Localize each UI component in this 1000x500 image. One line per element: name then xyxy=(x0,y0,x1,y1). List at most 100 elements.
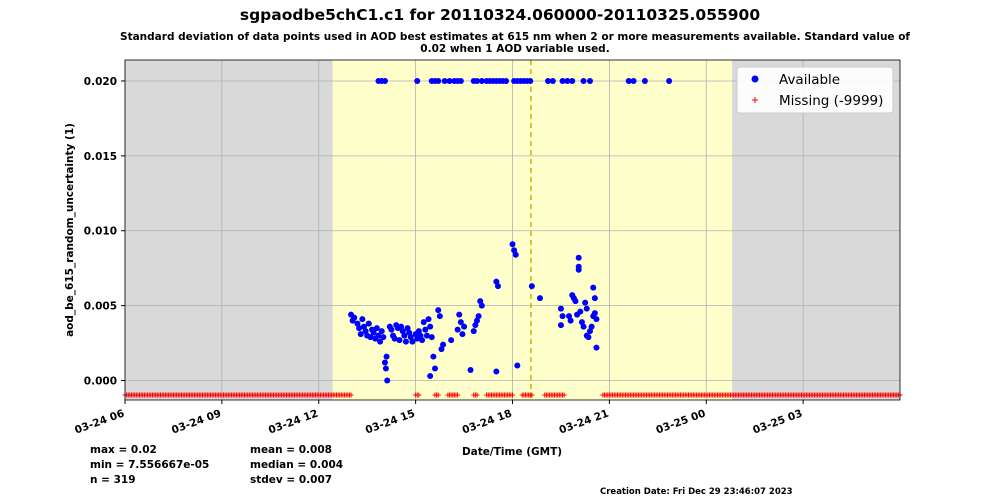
data-point xyxy=(580,323,587,330)
data-point xyxy=(383,353,390,360)
data-point xyxy=(396,337,403,344)
data-point xyxy=(582,299,589,306)
stat-n: n = 319 xyxy=(90,474,136,486)
data-point xyxy=(381,359,388,366)
data-point xyxy=(351,314,358,321)
data-point xyxy=(575,254,582,261)
data-point xyxy=(359,316,366,323)
x-tick-label: 03-24 21 xyxy=(558,408,611,437)
data-point xyxy=(428,334,435,341)
data-point xyxy=(557,305,564,312)
data-point xyxy=(365,320,372,327)
chart-subtitle: Standard deviation of data points used i… xyxy=(85,31,945,55)
data-point xyxy=(467,367,474,374)
data-point xyxy=(564,77,571,84)
data-point xyxy=(666,77,673,84)
data-point xyxy=(457,319,464,326)
legend-missing-label: Missing (-9999) xyxy=(779,93,883,109)
data-point xyxy=(559,77,566,84)
x-tick-label: 03-25 00 xyxy=(654,408,707,437)
data-point xyxy=(473,77,480,84)
data-point xyxy=(641,77,648,84)
data-point xyxy=(478,77,485,84)
data-point xyxy=(402,338,409,345)
data-point xyxy=(423,332,430,339)
data-point xyxy=(454,326,461,333)
data-point xyxy=(557,322,564,329)
stat-median: median = 0.004 xyxy=(250,459,344,471)
data-point xyxy=(591,295,598,302)
y-tick-label: 0.020 xyxy=(84,76,117,88)
data-point xyxy=(559,313,566,320)
data-point xyxy=(422,326,429,333)
data-point xyxy=(367,334,374,341)
data-point xyxy=(569,77,576,84)
y-tick-label: 0.010 xyxy=(84,226,117,238)
stat-mean: mean = 0.008 xyxy=(250,444,332,456)
daylight-shading xyxy=(332,60,733,400)
data-point xyxy=(478,302,485,309)
data-point xyxy=(357,331,364,338)
data-point xyxy=(370,329,377,336)
subtitle-line-2: 0.02 when 1 AOD variable used. xyxy=(420,43,610,55)
data-point xyxy=(441,77,448,84)
data-point xyxy=(580,77,587,84)
data-point xyxy=(461,323,468,330)
data-point xyxy=(401,332,408,339)
missing-point xyxy=(455,392,461,398)
data-point xyxy=(436,313,443,320)
x-tick-label: 03-24 06 xyxy=(73,408,126,437)
data-point xyxy=(549,77,556,84)
data-point xyxy=(575,266,582,273)
data-point xyxy=(514,362,521,369)
x-tick-label: 03-24 18 xyxy=(461,408,514,437)
data-point xyxy=(625,77,632,84)
data-point xyxy=(427,323,434,330)
data-point xyxy=(528,283,535,290)
x-tick-label: 03-24 09 xyxy=(170,408,223,437)
legend-missing-marker xyxy=(752,97,758,103)
missing-point xyxy=(435,392,441,398)
data-point xyxy=(493,368,500,375)
legend-box xyxy=(736,66,894,114)
data-point xyxy=(384,377,391,384)
missing-point xyxy=(474,392,480,398)
data-point xyxy=(446,77,453,84)
creation-date: Creation Date: Fri Dec 29 23:46:07 2023 xyxy=(600,487,793,497)
data-point xyxy=(414,77,421,84)
data-point xyxy=(420,319,427,326)
missing-point xyxy=(416,392,422,398)
data-point xyxy=(494,283,501,290)
x-tick-label: 03-25 03 xyxy=(751,408,804,437)
data-point xyxy=(527,77,534,84)
x-tick-label: 03-24 12 xyxy=(267,408,320,437)
data-point xyxy=(448,337,455,344)
data-point xyxy=(419,337,426,344)
data-point xyxy=(475,313,482,320)
data-point xyxy=(567,317,574,324)
data-point xyxy=(381,77,388,84)
data-point xyxy=(425,316,432,323)
y-tick-label: 0.000 xyxy=(84,376,117,388)
data-point xyxy=(356,325,363,332)
data-point xyxy=(536,295,543,302)
data-point xyxy=(503,77,510,84)
data-point xyxy=(577,308,584,315)
data-point xyxy=(375,332,382,339)
missing-point xyxy=(510,392,515,398)
data-point xyxy=(590,284,597,291)
data-point xyxy=(588,323,595,330)
data-point xyxy=(388,326,395,333)
data-point xyxy=(591,310,598,317)
data-point xyxy=(585,334,592,341)
data-point xyxy=(440,341,447,348)
data-point xyxy=(545,77,552,84)
data-point xyxy=(430,353,437,360)
data-point xyxy=(593,344,600,351)
legend-available-marker xyxy=(751,75,759,83)
data-point xyxy=(509,241,516,248)
data-point xyxy=(432,365,438,372)
data-point xyxy=(512,251,519,258)
data-point xyxy=(427,373,434,380)
